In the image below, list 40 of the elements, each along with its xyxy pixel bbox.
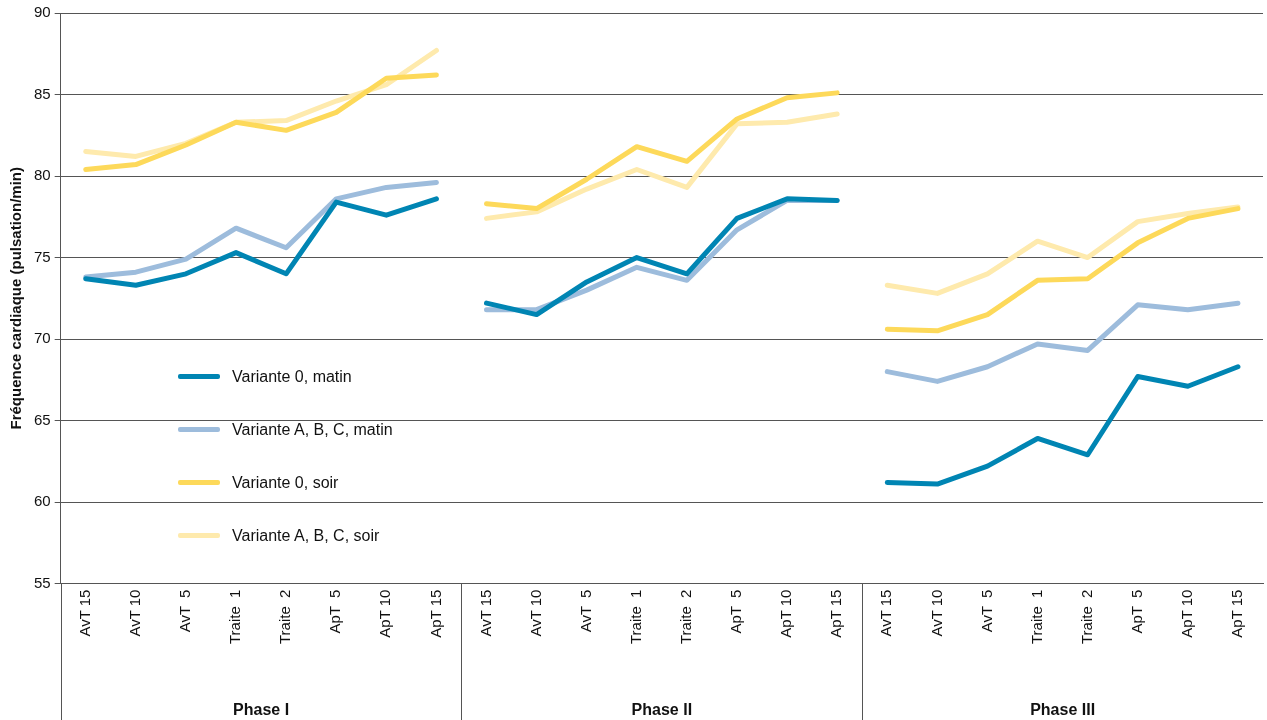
legend-label: Variante A, B, C, matin [232, 420, 393, 439]
x-tick-label: ApT 5 [326, 589, 344, 634]
x-tick-label: AvT 15 [877, 589, 895, 637]
x-tick-label: AvT 5 [576, 589, 594, 633]
y-tick-label: 70 [34, 329, 51, 347]
y-tick-label: 90 [34, 3, 51, 21]
x-tick-label: Traite 1 [1027, 589, 1045, 645]
legend-label: Variante 0, matin [232, 367, 352, 386]
y-axis-title: Fréquence cardiaque (pulsation/min) [7, 166, 25, 430]
x-tick-label: ApT 10 [777, 589, 795, 638]
legend-label: Variante 0, soir [232, 473, 339, 492]
y-tick-label: 65 [34, 410, 51, 428]
y-tick-label: 60 [34, 492, 51, 510]
text: Phase I [233, 701, 290, 719]
x-tick-label: AvT 5 [977, 589, 995, 633]
x-tick-label: Traite 1 [626, 589, 644, 645]
x-tick-label: ApT 15 [1228, 589, 1246, 638]
y-tick-label: 85 [34, 84, 51, 102]
x-tick-label: Traite 2 [677, 589, 695, 645]
y-tick-label: 55 [34, 573, 51, 591]
x-tick-label: Traite 1 [226, 589, 244, 645]
x-tick-label: ApT 15 [426, 589, 444, 638]
x-tick-label: AvT 10 [526, 589, 544, 637]
text: Phase II [631, 701, 693, 719]
text: Phase III [1030, 701, 1096, 719]
x-tick-label: ApT 15 [827, 589, 845, 638]
x-tick-label: Traite 2 [1077, 589, 1095, 645]
y-tick-label: 75 [34, 247, 51, 265]
x-tick-label: ApT 5 [1127, 589, 1145, 634]
legend-label: Variante A, B, C, soir [232, 526, 380, 545]
x-tick-label: AvT 15 [75, 589, 93, 637]
x-tick-label: ApT 5 [727, 589, 745, 634]
x-tick-label: AvT 15 [476, 589, 494, 637]
x-tick-label: ApT 10 [1178, 589, 1195, 638]
x-tick-label: AvT 5 [176, 589, 194, 633]
x-tick-label: AvT 10 [125, 589, 143, 637]
x-tick-label: ApT 10 [376, 589, 394, 638]
y-tick-label: 80 [34, 166, 51, 184]
x-tick-label: Traite 2 [276, 589, 294, 645]
x-tick-label: AvT 10 [927, 589, 945, 637]
